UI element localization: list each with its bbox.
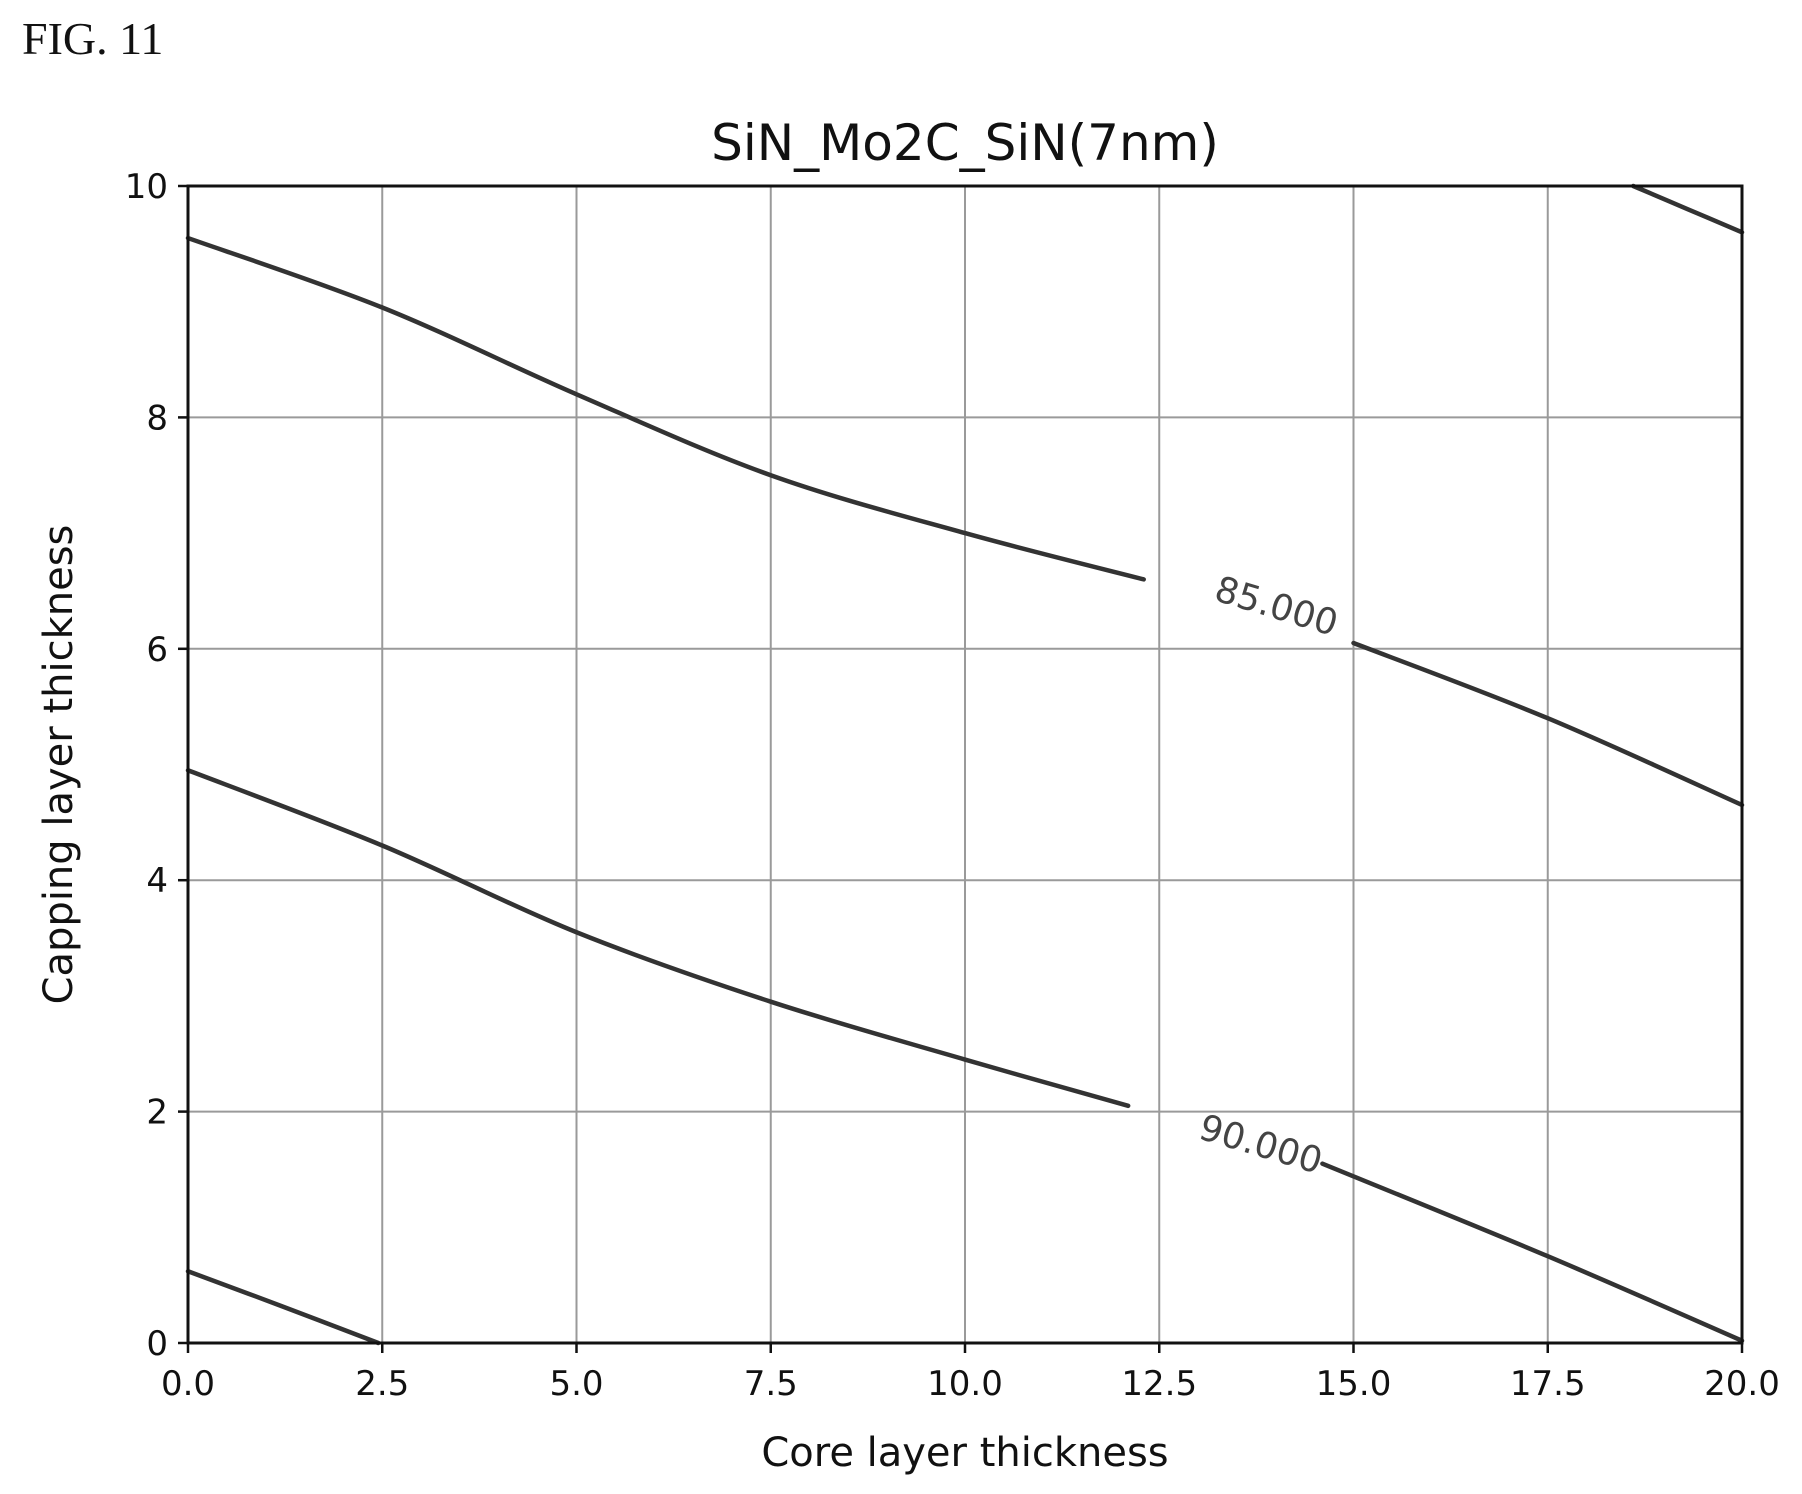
- contour-labels: 85.000 90.000: [1194, 569, 1342, 1183]
- y-tick-label: 6: [146, 630, 168, 670]
- x-tick-label: 2.5: [355, 1364, 409, 1404]
- y-tick-label: 0: [146, 1324, 168, 1364]
- y-axis-label: Capping layer thickness: [36, 525, 82, 1005]
- contour-label: 90.000: [1194, 1107, 1326, 1182]
- x-axis-label: Core layer thickness: [761, 1430, 1168, 1476]
- contour-line-90.000: [185, 768, 1131, 1109]
- contour-line-unlabeled: [1630, 183, 1745, 235]
- contour-line-90.000: [1320, 1161, 1745, 1343]
- x-tick-label: 12.5: [1121, 1364, 1197, 1404]
- contour-line-unlabeled: [185, 1269, 381, 1346]
- y-tick-label: 10: [125, 167, 168, 207]
- axis-ticks: 0.0 2.5 5.0 7.5 10.0 12.5 15.0 17.5 20.0 0 2 4 6 8 10: [125, 167, 1780, 1404]
- x-tick-label: 17.5: [1510, 1364, 1586, 1404]
- y-tick-label: 2: [146, 1093, 168, 1133]
- x-tick-label: 20.0: [1704, 1364, 1780, 1404]
- contour-line-85.000: [185, 235, 1146, 582]
- y-tick-label: 8: [146, 398, 168, 438]
- x-tick-label: 0.0: [161, 1364, 215, 1404]
- grid: [187, 185, 1743, 1344]
- figure-label: FIG. 11: [22, 13, 164, 64]
- contour-lines: [185, 183, 1745, 1346]
- x-tick-label: 5.0: [549, 1364, 603, 1404]
- x-tick-label: 10.0: [927, 1364, 1003, 1404]
- contour-label: 85.000: [1210, 569, 1342, 645]
- y-tick-label: 4: [146, 861, 168, 901]
- chart-title: SiN_Mo2C_SiN(7nm): [711, 114, 1219, 172]
- x-tick-label: 7.5: [744, 1364, 798, 1404]
- contour-line-85.000: [1351, 640, 1745, 808]
- x-tick-label: 15.0: [1316, 1364, 1392, 1404]
